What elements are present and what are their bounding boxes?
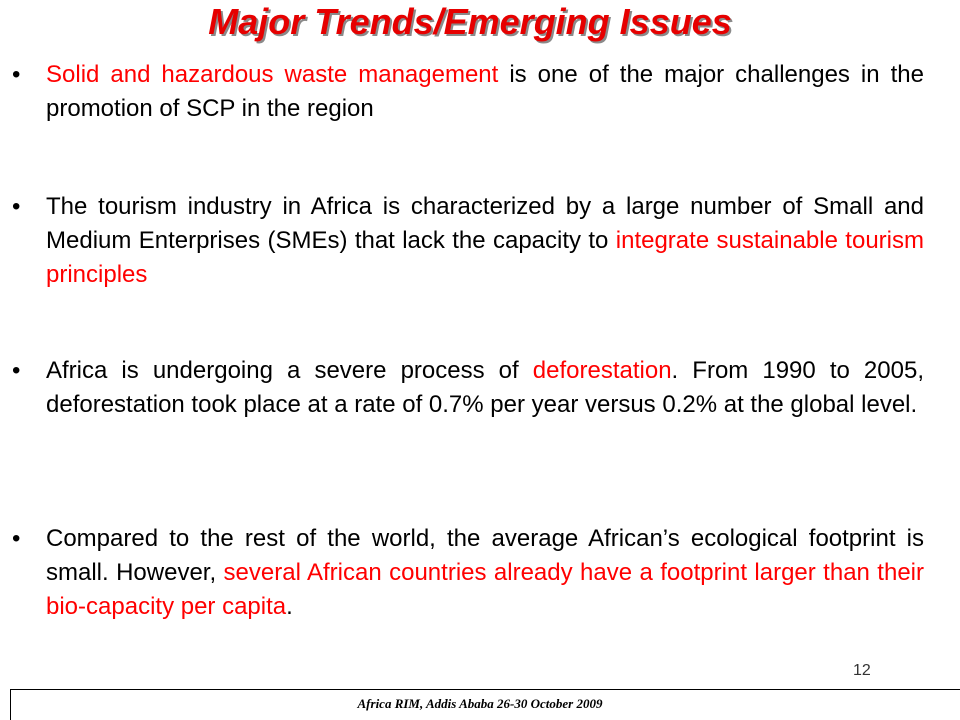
bullet-icon: • <box>12 525 21 552</box>
bullet-item-tourism: • The tourism industry in Africa is char… <box>12 190 924 292</box>
highlight-text: several African countries already have a… <box>46 559 924 620</box>
bullet-text: . From 1990 to 2005, deforestation took … <box>46 357 924 418</box>
slide-title: Major Trends/Emerging Issues <box>208 1 732 42</box>
bullet-text: is one of the major challenges in the pr… <box>46 61 924 122</box>
bullet-text: Africa is undergoing a severe process of <box>46 357 533 384</box>
footer-text: Africa RIM, Addis Ababa 26-30 October 20… <box>357 696 603 711</box>
highlight-text: Solid and hazardous waste management <box>46 61 499 88</box>
bullet-item-footprint: • Compared to the rest of the world, the… <box>12 522 924 624</box>
bullet-icon: • <box>12 357 21 384</box>
bullet-item-waste: • Solid and hazardous waste management i… <box>12 58 924 126</box>
bullet-icon: • <box>12 193 21 220</box>
bullet-text: . <box>286 593 293 620</box>
bullet-item-deforestation: • Africa is undergoing a severe process … <box>12 354 924 422</box>
highlight-text: integrate sustainable tourism principles <box>46 227 924 288</box>
highlight-text: deforestation <box>532 357 672 384</box>
bullet-icon: • <box>12 61 21 88</box>
footer-divider <box>10 689 960 690</box>
bullet-text: Compared to the rest of the world, the a… <box>46 525 924 586</box>
footer-border-left <box>10 689 11 720</box>
bullet-text: The tourism industry in Africa is charac… <box>46 193 924 254</box>
page-number: 12 <box>853 662 871 679</box>
